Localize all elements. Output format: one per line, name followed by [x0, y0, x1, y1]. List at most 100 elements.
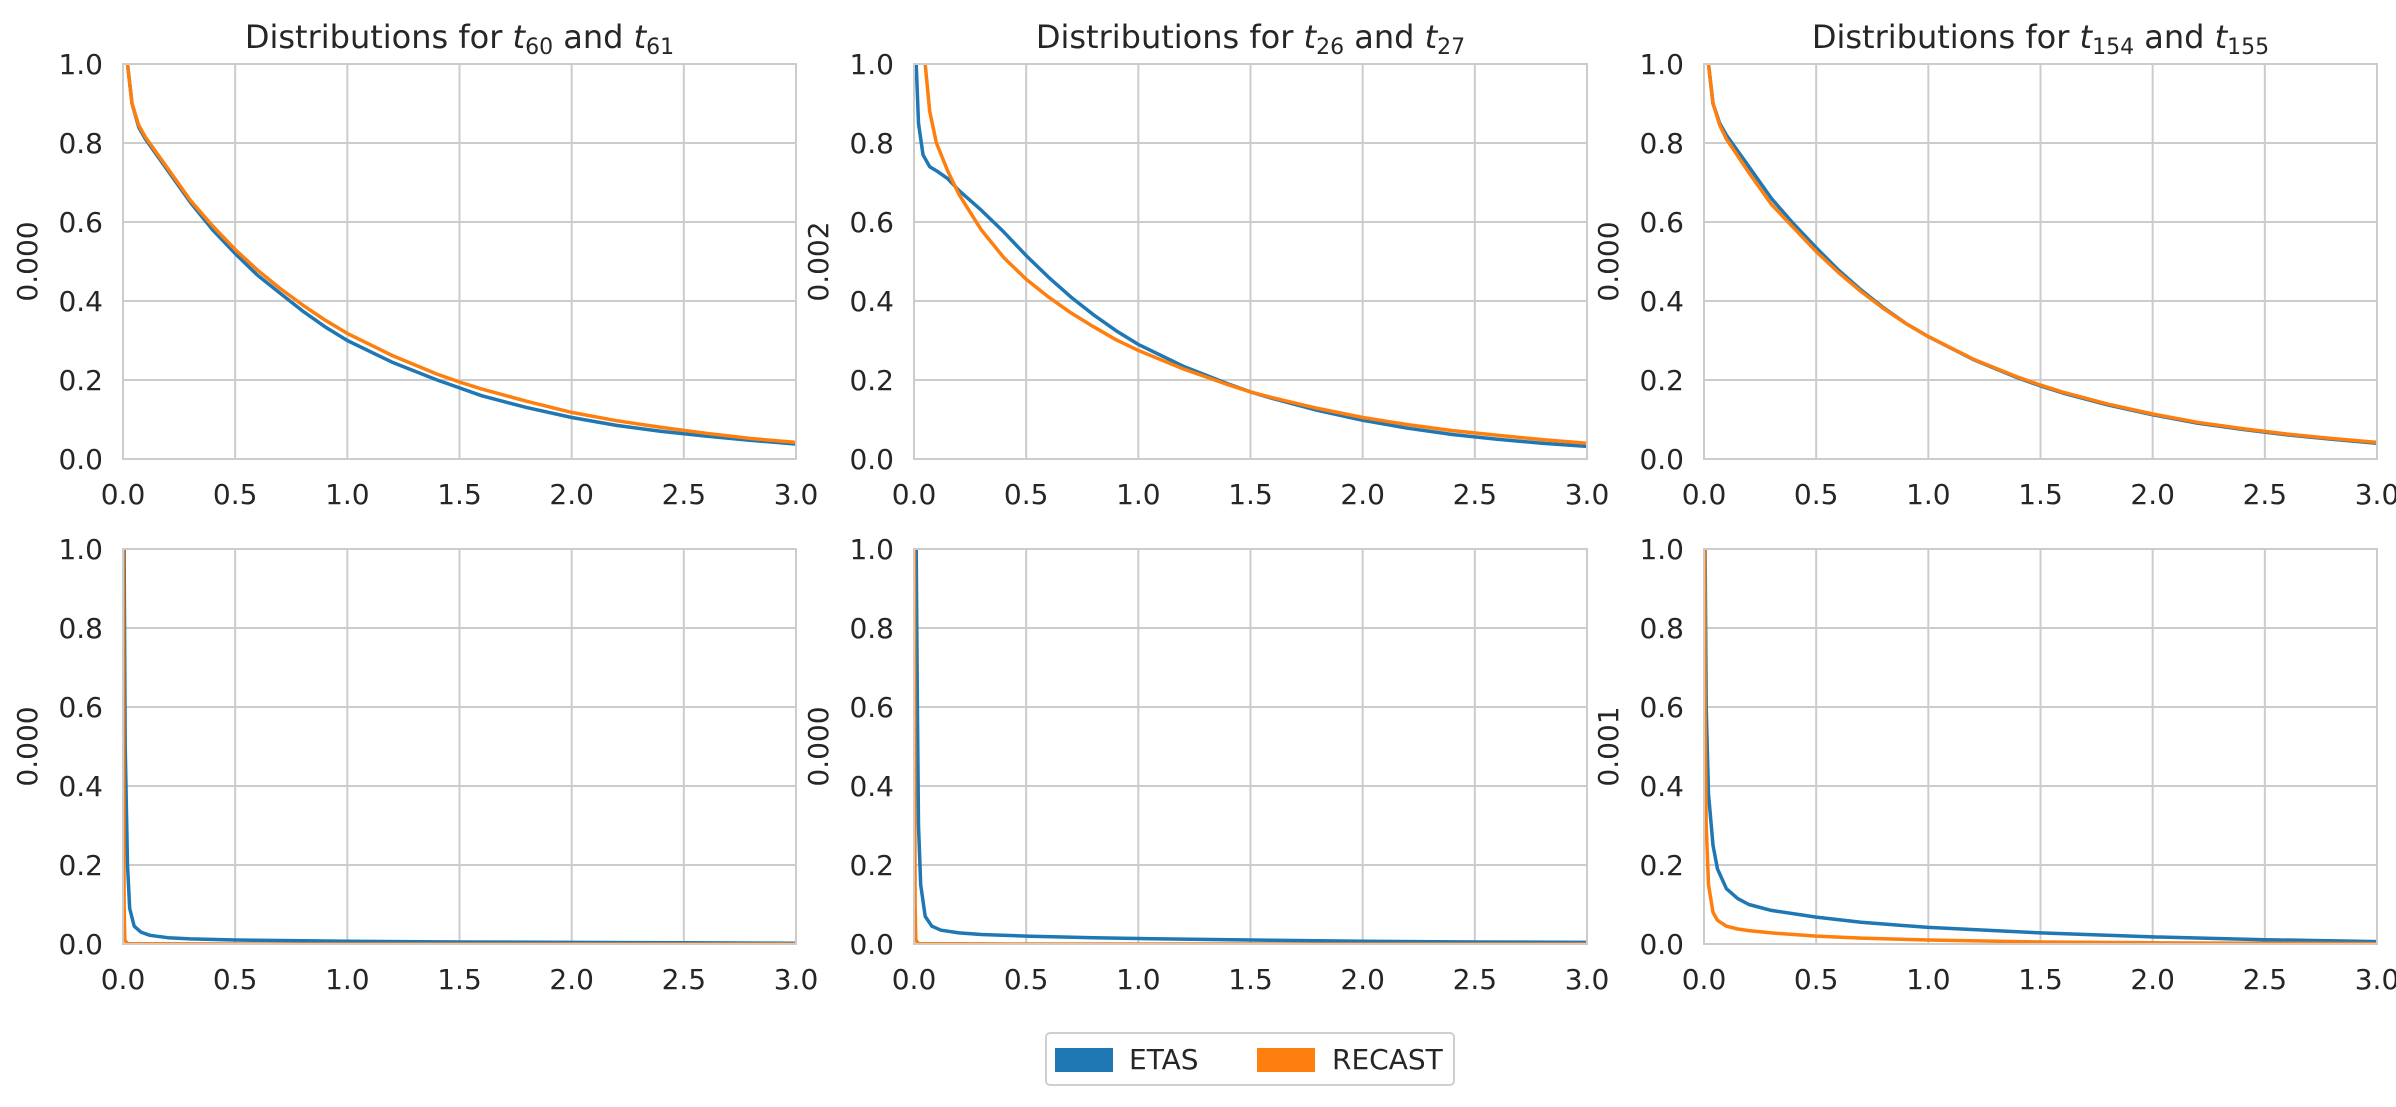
x-tick-label: 0.5 [1794, 478, 1839, 511]
series-line-recast [923, 63, 1587, 445]
x-tick-label: 3.0 [1565, 963, 1610, 996]
x-tick-label: 2.5 [1453, 478, 1498, 511]
y-axis-label: 0.000 [11, 706, 44, 786]
y-axis-label: 0.000 [11, 221, 44, 301]
plot-frame [122, 548, 797, 945]
y-tick-label: 1.0 [1639, 533, 1684, 566]
legend-swatch-recast [1257, 1048, 1315, 1072]
y-tick-label: 0.8 [58, 612, 103, 645]
plot-frame [122, 63, 797, 460]
x-tick-label: 0.5 [213, 963, 258, 996]
x-tick-label: 1.5 [1228, 478, 1273, 511]
x-tick-label: 3.0 [774, 963, 819, 996]
series-line-recast [1704, 548, 2377, 944]
y-tick-label: 0.6 [849, 206, 894, 239]
x-tick-label: 3.0 [2355, 963, 2396, 996]
x-tick-label: 2.0 [1340, 963, 1385, 996]
x-tick-label: 2.5 [662, 963, 707, 996]
y-tick-label: 0.0 [849, 443, 894, 476]
x-tick-label: 1.0 [1116, 478, 1161, 511]
y-tick-label: 0.0 [1639, 928, 1684, 961]
series-line-etas [123, 548, 796, 944]
y-tick-label: 0.8 [849, 612, 894, 645]
x-tick-label: 0.0 [1682, 478, 1727, 511]
y-tick-label: 0.4 [58, 770, 103, 803]
y-tick-label: 0.2 [58, 849, 103, 882]
y-tick-label: 0.6 [1639, 206, 1684, 239]
y-axis-label: 0.001 [1592, 706, 1625, 786]
y-tick-label: 0.4 [1639, 770, 1684, 803]
y-axis-label: 0.000 [802, 706, 835, 786]
chart-title: Distributions for t26 and t27 [1036, 18, 1465, 60]
y-tick-label: 1.0 [58, 533, 103, 566]
x-tick-label: 1.5 [2018, 478, 2063, 511]
x-tick-label: 0.0 [101, 478, 146, 511]
x-tick-label: 0.5 [1794, 963, 1839, 996]
plot-frame [1703, 63, 2378, 460]
x-tick-label: 1.0 [1906, 478, 1951, 511]
chart-panel-5: 0.0 0.5 1.0 1.5 2.0 2.5 3.0 0.0 0.2 0.4 0.6 0.8 1.0 0… [802, 533, 1609, 996]
y-tick-label: 0.2 [1639, 364, 1684, 397]
plot-frame [1703, 548, 2378, 945]
plot-frame [913, 63, 1588, 460]
chart-panel-3: 0.0 0.5 1.0 1.5 2.0 2.5 3.0 0.0 0.2 0.4 0.6 0.8 1.0 0… [1592, 18, 2396, 511]
y-tick-label: 0.8 [58, 127, 103, 160]
legend: ETAS RECAST [1045, 1032, 1455, 1086]
x-tick-label: 2.5 [2243, 478, 2288, 511]
y-tick-label: 0.6 [1639, 691, 1684, 724]
legend-label-recast: RECAST [1332, 1043, 1443, 1076]
y-tick-label: 0.8 [1639, 612, 1684, 645]
x-tick-label: 1.0 [1116, 963, 1161, 996]
x-tick-label: 1.0 [1906, 963, 1951, 996]
series-line-etas [914, 548, 1587, 944]
x-tick-label: 1.5 [2018, 963, 2063, 996]
y-tick-label: 1.0 [849, 48, 894, 81]
series-line-recast [1706, 63, 2377, 445]
chart-title: Distributions for t154 and t155 [1812, 18, 2269, 60]
x-tick-label: 1.5 [1228, 963, 1273, 996]
x-tick-label: 1.5 [437, 963, 482, 996]
y-tick-label: 0.4 [1639, 285, 1684, 318]
x-tick-label: 2.0 [549, 478, 594, 511]
y-tick-label: 0.0 [58, 928, 103, 961]
x-tick-label: 0.0 [892, 478, 937, 511]
y-tick-label: 1.0 [1639, 48, 1684, 81]
legend-label-etas: ETAS [1129, 1043, 1199, 1076]
y-tick-label: 0.2 [849, 849, 894, 882]
x-tick-label: 2.0 [1340, 478, 1385, 511]
x-tick-label: 2.5 [662, 478, 707, 511]
y-tick-label: 1.0 [58, 48, 103, 81]
chart-panel-2: 0.0 0.5 1.0 1.5 2.0 2.5 3.0 0.0 0.2 0.4 0.6 0.8 1.0 0… [802, 18, 1609, 511]
y-tick-label: 0.0 [849, 928, 894, 961]
x-tick-label: 0.0 [101, 963, 146, 996]
y-tick-label: 1.0 [849, 533, 894, 566]
x-tick-label: 2.0 [2130, 478, 2175, 511]
x-tick-label: 1.0 [325, 478, 370, 511]
x-tick-label: 2.5 [1453, 963, 1498, 996]
plot-frame [913, 548, 1588, 945]
y-tick-label: 0.8 [1639, 127, 1684, 160]
y-axis-label: 0.000 [1592, 221, 1625, 301]
x-tick-label: 2.0 [2130, 963, 2175, 996]
x-tick-label: 2.5 [2243, 963, 2288, 996]
y-tick-label: 0.2 [58, 364, 103, 397]
y-tick-label: 0.0 [58, 443, 103, 476]
y-tick-label: 0.4 [849, 770, 894, 803]
y-tick-label: 0.6 [58, 206, 103, 239]
x-tick-label: 2.0 [549, 963, 594, 996]
x-tick-label: 0.0 [892, 963, 937, 996]
series-line-recast [125, 63, 796, 445]
y-tick-label: 0.6 [58, 691, 103, 724]
x-tick-label: 0.5 [1004, 478, 1049, 511]
y-tick-label: 0.8 [849, 127, 894, 160]
y-tick-label: 0.2 [849, 364, 894, 397]
x-tick-label: 1.0 [325, 963, 370, 996]
y-tick-label: 0.4 [849, 285, 894, 318]
y-tick-label: 0.4 [58, 285, 103, 318]
x-tick-label: 0.5 [1004, 963, 1049, 996]
chart-panel-4: 0.0 0.5 1.0 1.5 2.0 2.5 3.0 0.0 0.2 0.4 0.6 0.8 1.0 0… [11, 533, 818, 996]
chart-panel-1: 0.0 0.5 1.0 1.5 2.0 2.5 3.0 0.0 0.2 0.4 0.6 0.8 1.0 0… [11, 18, 818, 511]
x-tick-label: 0.5 [213, 478, 258, 511]
x-tick-label: 0.0 [1682, 963, 1727, 996]
